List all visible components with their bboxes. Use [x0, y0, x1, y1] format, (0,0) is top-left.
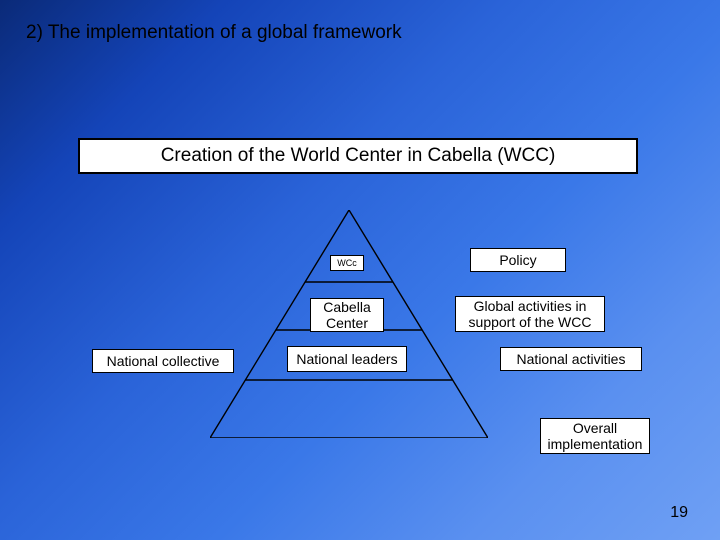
overall-implementation-text: Overall implementation	[547, 420, 643, 452]
national-activities-label: National activities	[500, 347, 642, 371]
page-number: 19	[670, 504, 688, 522]
national-leaders-label: National leaders	[287, 346, 407, 372]
cabella-center-text: Cabella Center	[317, 299, 377, 331]
title-text: Creation of the World Center in Cabella …	[161, 145, 556, 167]
slide-heading: 2) The implementation of a global framew…	[26, 22, 402, 44]
national-collective-label: National collective	[92, 349, 234, 373]
cabella-center-label: Cabella Center	[310, 298, 384, 332]
global-activities-text: Global activities in support of the WCC	[462, 298, 598, 330]
slide: 2) The implementation of a global framew…	[0, 0, 720, 540]
policy-label: Policy	[470, 248, 566, 272]
wcc-label: WCc	[330, 255, 364, 271]
overall-implementation-label: Overall implementation	[540, 418, 650, 454]
global-activities-label: Global activities in support of the WCC	[455, 296, 605, 332]
title-box: Creation of the World Center in Cabella …	[78, 138, 638, 174]
